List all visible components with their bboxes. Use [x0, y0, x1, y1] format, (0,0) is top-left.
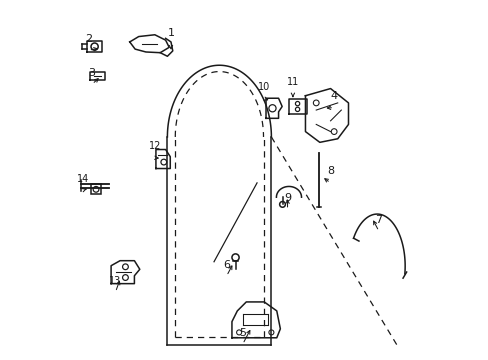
Text: 13: 13 [109, 276, 122, 286]
Text: 5: 5 [239, 328, 245, 338]
Text: 4: 4 [330, 91, 337, 101]
Text: 8: 8 [326, 166, 333, 176]
Text: 14: 14 [77, 174, 89, 184]
Text: 1: 1 [167, 28, 174, 39]
Text: 11: 11 [286, 77, 299, 87]
Text: 7: 7 [375, 215, 382, 225]
Bar [91, 184, 101, 194]
Text: 9: 9 [284, 193, 290, 203]
Text: 6: 6 [223, 260, 229, 270]
Text: 10: 10 [258, 82, 270, 92]
Text: 12: 12 [148, 141, 161, 151]
Text: 2: 2 [85, 34, 92, 44]
Text: 3: 3 [88, 68, 95, 78]
